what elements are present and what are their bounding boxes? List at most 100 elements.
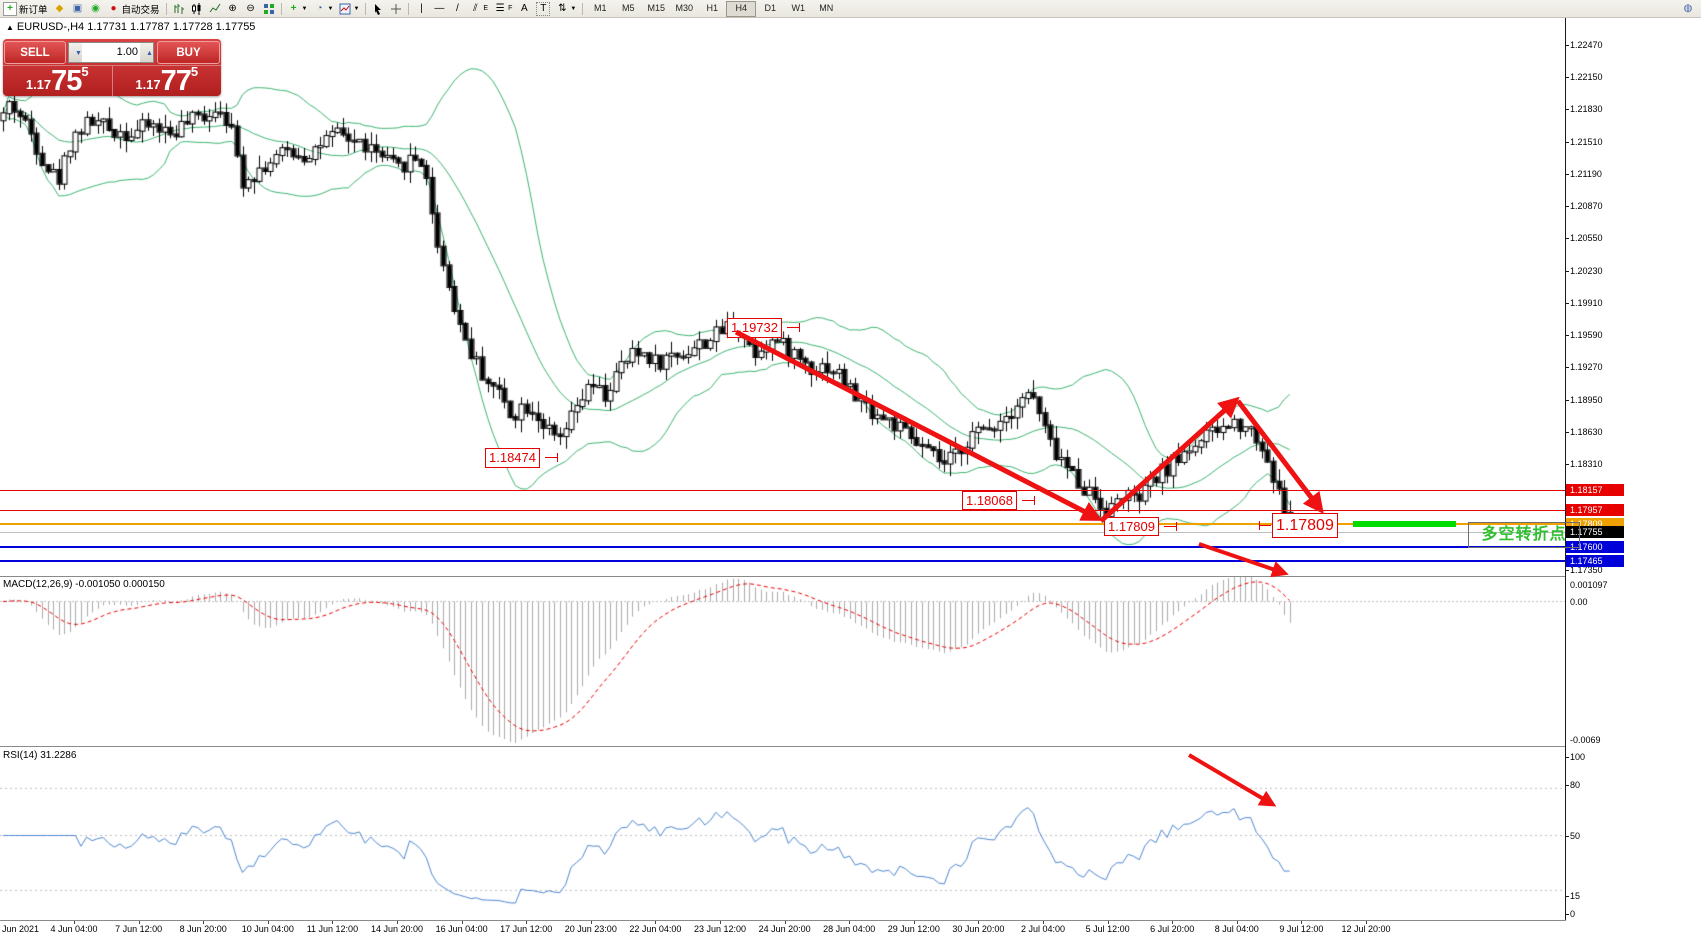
- time-axis-label: 30 Jun 20:00: [952, 924, 1005, 934]
- sell-button[interactable]: SELL: [4, 40, 66, 64]
- add-indicator-icon: +: [290, 2, 297, 14]
- new-order-label: 新订单: [19, 4, 48, 16]
- price-axis-label: 1.17350: [1570, 565, 1603, 575]
- timeframe-button-m1[interactable]: M1: [594, 2, 607, 13]
- price-axis-label: 1.21830: [1570, 104, 1603, 114]
- timeframe-button-mn[interactable]: MN: [819, 2, 834, 13]
- cursor-tool-button[interactable]: [369, 1, 387, 16]
- sell-price[interactable]: 1.17 75 5: [3, 65, 112, 96]
- price-callout-label[interactable]: 1.18474: [485, 448, 540, 468]
- dropdown-caret-icon: ▼: [353, 5, 360, 12]
- timeframe-button-m5[interactable]: M5: [622, 2, 635, 13]
- templates-button[interactable]: ▼: [336, 1, 362, 16]
- tile-windows-button[interactable]: [260, 1, 278, 16]
- auto-trading-label: 自动交易: [121, 4, 160, 16]
- timeframe-button-w1[interactable]: W1: [791, 2, 806, 13]
- crosshair-icon: [391, 3, 402, 14]
- price-axis-label: 1.22470: [1570, 40, 1603, 50]
- rsi-pane-canvas[interactable]: [0, 747, 1565, 920]
- line-chart-icon: [209, 3, 220, 12]
- rsi-axis-label: 15: [1570, 891, 1581, 901]
- price-axis-line: [1565, 17, 1566, 920]
- dropdown-caret-icon: ▼: [301, 5, 308, 12]
- buy-button[interactable]: BUY: [157, 40, 220, 64]
- arrows-tool-icon: ⇅: [558, 2, 567, 14]
- timeframe-button-h1[interactable]: H1: [706, 2, 719, 13]
- candle-chart-button[interactable]: [188, 1, 206, 16]
- volume-increase-button[interactable]: ▲: [140, 42, 153, 62]
- crosshair-tool-button[interactable]: [387, 1, 405, 16]
- paint-bucket-icon: ◆: [55, 2, 64, 14]
- auto-trading-button[interactable]: ● 自动交易: [105, 1, 163, 16]
- toolbar-separator: [165, 2, 167, 15]
- dropdown-caret-icon: ▼: [570, 5, 577, 12]
- time-axis-label: 24 Jun 20:00: [758, 924, 811, 934]
- timeframe-button-m30[interactable]: M30: [675, 2, 694, 13]
- text-tool-icon: A: [521, 2, 528, 14]
- buy-price-prefix: 1.17: [135, 77, 161, 92]
- vline-tool-button[interactable]: |: [412, 1, 430, 16]
- time-axis-label: 23 Jun 12:00: [693, 924, 747, 934]
- price-callout-label[interactable]: 1.19732: [727, 318, 782, 338]
- timeframe-button-d1[interactable]: D1: [764, 2, 777, 13]
- price-axis-label: 1.19590: [1570, 330, 1603, 340]
- time-axis-label: 29 Jun 12:00: [887, 924, 940, 934]
- timeframe-button-m15[interactable]: M15: [647, 2, 666, 13]
- toolbar-separator: [408, 2, 410, 15]
- rsi-caption: RSI(14) 31.2286: [3, 750, 77, 761]
- buy-price-big: 77: [160, 65, 192, 97]
- time-axis-label: 17 Jun 12:00: [500, 924, 553, 934]
- symbol-direction-icon: ▲: [6, 23, 14, 32]
- turning-point-note[interactable]: 多空转折点: [1468, 522, 1580, 548]
- turning-point-marker[interactable]: [1353, 521, 1456, 527]
- new-order-button[interactable]: + 新订单: [0, 1, 51, 16]
- text-tool-button[interactable]: A: [515, 1, 533, 16]
- time-axis-label: 12 Jul 20:00: [1341, 924, 1391, 934]
- styler-button[interactable]: ◆: [51, 1, 69, 16]
- price-axis-label: 1.19910: [1570, 298, 1603, 308]
- zoom-out-icon: ⊖: [246, 2, 255, 14]
- signals-button[interactable]: ◉: [87, 1, 105, 16]
- equidistant-channel-button[interactable]: ⫽ E: [466, 1, 491, 16]
- price-callout-label[interactable]: 1.18068: [962, 491, 1017, 510]
- candlestick-icon: [191, 2, 201, 15]
- time-axis-border: [0, 920, 1566, 921]
- sync-icon: ◍: [1683, 2, 1693, 14]
- macd-axis-label: 0.001097: [1570, 580, 1608, 590]
- tile-windows-icon: [263, 3, 274, 14]
- indicators-button[interactable]: + ▼: [285, 1, 311, 16]
- bar-chart-button[interactable]: [170, 1, 188, 16]
- terminal-button[interactable]: ▣: [69, 1, 87, 16]
- pane-splitter[interactable]: [0, 746, 1566, 747]
- price-axis-label: 1.21190: [1570, 169, 1602, 179]
- trendline-tool-button[interactable]: /: [448, 1, 466, 16]
- periods-button[interactable]: ◔ ▼: [310, 1, 336, 16]
- price-level-badge: 1.17957: [1566, 504, 1624, 516]
- pane-splitter[interactable]: [0, 576, 1566, 577]
- toolbar: + 新订单 ◆ ▣ ◉ ● 自动交易 ⊕ ⊖ + ▼ ◔ ▼ ▼ | — / ⫽ E …: [0, 0, 1701, 18]
- volume-decrease-button[interactable]: ▼: [69, 42, 82, 62]
- clock-icon: ◔: [316, 2, 323, 14]
- fibonacci-icon: ☰: [495, 2, 505, 14]
- vertical-line-icon: |: [420, 2, 423, 14]
- timeframe-button-h4[interactable]: H4: [726, 0, 757, 17]
- buy-price[interactable]: 1.17 77 5: [111, 64, 222, 97]
- line-chart-button[interactable]: [206, 1, 224, 16]
- toolbar-separator: [365, 2, 367, 15]
- hline-tool-button[interactable]: —: [430, 1, 448, 16]
- one-click-trading-panel: SELL ▼ ▲ BUY 1.17 75 5 1.17 77 5: [3, 39, 221, 96]
- zoom-in-button[interactable]: ⊕: [224, 1, 242, 16]
- time-axis-label: 5 Jul 12:00: [1085, 924, 1130, 934]
- price-axis-label: 1.18630: [1570, 427, 1603, 437]
- label-tool-button[interactable]: T: [533, 1, 553, 16]
- price-chart-canvas[interactable]: [0, 17, 1565, 576]
- fibonacci-tool-button[interactable]: ☰ F: [491, 1, 515, 16]
- price-callout-label[interactable]: 1.17809: [1104, 517, 1159, 536]
- chart-sync-button[interactable]: ◍: [1679, 1, 1697, 16]
- price-callout-label[interactable]: 1.17809: [1272, 513, 1338, 538]
- macd-pane-canvas[interactable]: [0, 577, 1565, 745]
- arrows-tool-button[interactable]: ⇅ ▼: [553, 1, 579, 16]
- zoom-out-button[interactable]: ⊖: [242, 1, 260, 16]
- volume-input[interactable]: [82, 42, 140, 62]
- buy-price-sup: 5: [190, 64, 199, 79]
